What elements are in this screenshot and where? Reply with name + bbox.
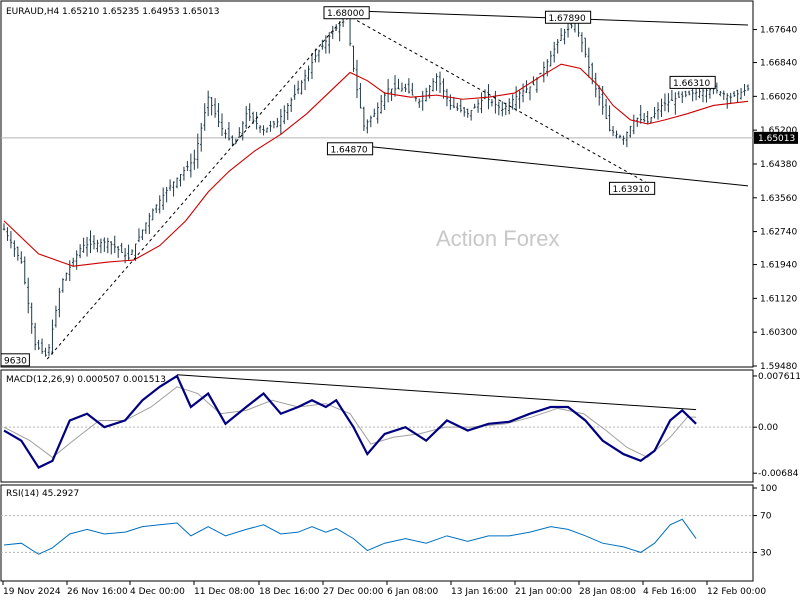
xtick-label: 26 Nov 16:00 (67, 587, 128, 597)
price-ytick-label: 1.61120 (760, 294, 797, 304)
price-ytick-label: 1.63560 (760, 194, 797, 204)
rsi-title: RSI(14) 45.2927 (6, 489, 79, 499)
price-ytick-label: 1.62740 (760, 228, 797, 238)
macd-layer (1, 374, 753, 469)
price-ytick-label: 1.64380 (760, 160, 797, 170)
price-ytick-label: 1.66840 (760, 59, 797, 69)
price-annotation-box (544, 10, 592, 24)
macd-trend-line (176, 374, 697, 411)
xtick-label: 13 Jan 16:00 (451, 587, 508, 597)
macd-signal-line (3, 386, 697, 459)
price-ytick-label: 1.65200 (760, 126, 797, 136)
price-annotation-box (608, 181, 656, 195)
macd-ytick-label: -0.00684 (758, 469, 799, 479)
price-annotation-box (326, 142, 374, 156)
trend-line (349, 144, 749, 187)
price-annotation-box (323, 6, 370, 20)
moving-average-line (3, 63, 749, 267)
price-annotation-label: 1.63910 (612, 185, 649, 195)
price-ytick-label: 1.67640 (760, 26, 797, 36)
rsi-layer (1, 515, 753, 555)
current-price-box (754, 131, 798, 144)
rsi-line (3, 518, 697, 555)
xtick-label: 27 Dec 00:00 (323, 587, 384, 597)
price-layer: 1.68000 1.67890 1.66310 1.64870 1.63910 9630 (0, 6, 753, 367)
price-annotation-label: 1.67890 (548, 14, 585, 24)
price-annotation-box (669, 75, 716, 89)
trend-line (46, 14, 347, 360)
xtick-label: 4 Dec 00:00 (130, 587, 185, 597)
xtick-label: 21 Jan 00:00 (515, 587, 572, 597)
xtick-label: 6 Jan 08:00 (387, 587, 439, 597)
current-price-label: 1.65013 (758, 134, 795, 144)
macd-ytick-label: 0.007611 (758, 372, 800, 382)
price-ytick-label: 1.59480 (760, 362, 797, 372)
xtick-label: 4 Feb 16:00 (643, 587, 697, 597)
axis-layer: 1.67640 1.66840 1.66020 1.65200 1.64380 1.635… (2, 26, 800, 597)
price-annotation-label: 1.66310 (673, 79, 710, 89)
xtick-label: 18 Dec 16:00 (259, 587, 320, 597)
xtick-label: 12 Feb 00:00 (707, 587, 766, 597)
price-annotation-label: 9630 (4, 356, 27, 366)
price-annotation-label: 1.68000 (327, 9, 364, 19)
price-annotation-box (0, 353, 30, 367)
watermark: Action Forex (436, 226, 560, 251)
rsi-ytick-label: 30 (760, 548, 772, 558)
rsi-ytick-label: 100 (760, 484, 777, 494)
symbol-info: EURAUD,H4 1.65210 1.65235 1.64953 1.6501… (6, 7, 220, 17)
price-annotation-label: 1.64870 (330, 145, 367, 155)
macd-line (3, 374, 697, 469)
price-ytick-label: 1.60300 (760, 328, 797, 338)
rsi-panel-frame (0, 484, 754, 582)
macd-ytick-label: 0.00 (758, 423, 778, 433)
rsi-ytick-label: 70 (760, 512, 772, 522)
macd-panel-frame (0, 369, 754, 483)
price-ytick-label: 1.66020 (760, 92, 797, 102)
macd-title: MACD(12,26,9) 0.000507 0.001513 (6, 375, 166, 385)
xtick-label: 28 Jan 08:00 (579, 587, 636, 597)
xtick-label: 11 Dec 08:00 (194, 587, 255, 597)
xtick-label: 19 Nov 2024 (3, 587, 61, 597)
price-ytick-label: 1.61940 (760, 261, 797, 271)
